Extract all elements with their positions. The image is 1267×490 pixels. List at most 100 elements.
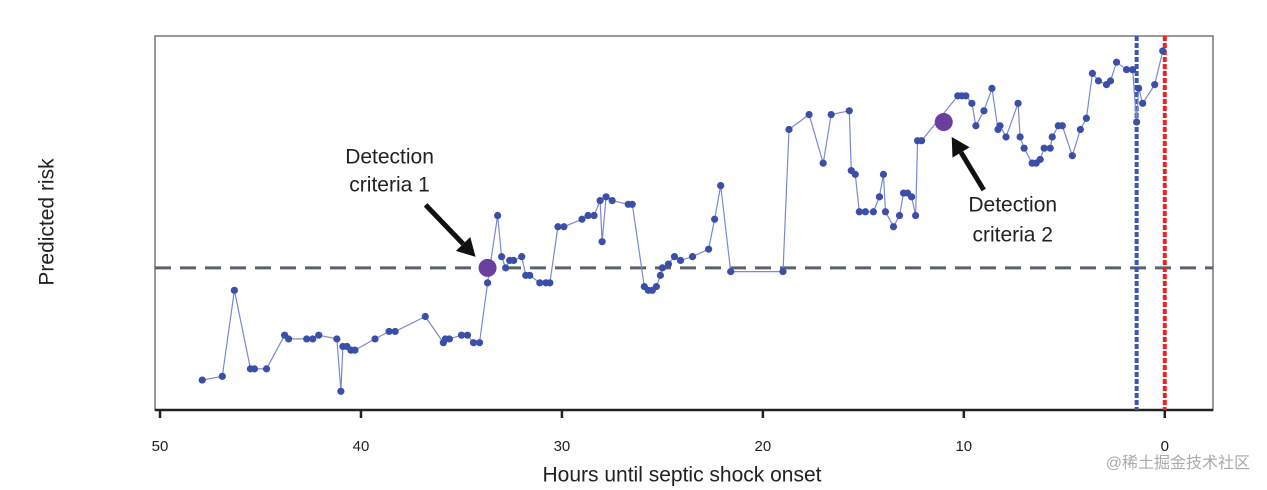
risk-point [1040,144,1048,152]
risk-point [1106,77,1115,85]
risk-point [628,200,636,208]
risk-point [546,279,554,287]
risk-point [371,335,379,343]
risk-point [475,339,484,347]
risk-point [705,245,713,253]
risk-point [1048,133,1056,141]
risk-point [536,279,544,287]
plot-frame [154,35,1214,411]
risk-point [1036,155,1044,164]
risk-point [875,193,884,201]
risk-point [972,122,980,130]
x-tick-label: 40 [353,438,370,455]
risk-point [676,256,685,264]
risk-point [1122,66,1131,74]
risk-point [337,387,345,395]
risk-point [1135,84,1143,92]
risk-point [483,279,492,287]
risk-point [855,208,863,216]
risk-point [445,335,453,343]
x-tick-label: 30 [554,438,571,455]
risk-point [596,196,604,205]
risk-point [1082,114,1091,122]
risk-point [526,271,534,279]
risk-point [1088,69,1097,77]
risk-point [218,372,226,380]
risk-point [554,223,562,231]
risk-point [262,365,271,373]
risk-point [869,208,877,216]
risk-point [602,193,610,201]
x-tick-label: 0 [1161,438,1169,455]
x-tick-label: 50 [152,438,169,455]
risk-point [510,256,518,264]
risk-point [1133,118,1141,126]
risk-point [779,268,787,276]
arrow-head [455,236,476,257]
arrow-shaft [423,203,465,246]
risk-point [584,211,592,220]
risk-point [688,253,697,261]
risk-point [502,264,510,272]
risk-point [250,365,259,373]
risk-point [578,215,586,223]
annotation-text: Detection [345,145,434,168]
risk-point [907,193,916,201]
risk-point [421,312,429,321]
risk-point [711,215,719,223]
watermark: @稀土掘金技术社区 [1106,454,1250,472]
risk-point [518,253,526,261]
risk-point [1014,99,1022,107]
risk-point [845,107,853,115]
risk-point [560,223,568,231]
risk-point [895,211,904,220]
risk-point [1159,47,1167,55]
risk-point [198,376,206,384]
arrow-shaft [958,151,986,192]
risk-point [590,211,598,220]
risk-point [457,331,466,339]
risk-point [230,286,238,294]
risk-point [785,125,793,134]
risk-point [1094,77,1103,85]
risk-point [664,260,673,268]
risk-point [385,327,393,336]
risk-point [968,99,976,107]
risk-point [608,196,616,205]
risk-point [598,238,606,246]
risk-point [1068,152,1076,160]
risk-point [315,331,323,339]
risk-point [494,211,502,220]
risk-point [652,282,660,291]
risk-point [962,92,970,100]
risk-point [1002,133,1010,141]
risk-point [819,159,827,167]
risk-point [1016,133,1024,141]
risk-point [670,253,679,261]
risk-point [1058,122,1066,130]
risk-point [391,327,399,336]
detection-marker [478,258,497,277]
risk-point [303,335,311,343]
risk-point [1076,125,1084,134]
risk-point [717,182,725,190]
risk-point [333,335,341,343]
risk-point [827,110,835,119]
risk-point [498,253,506,261]
arrow-head [951,137,970,158]
risk-point [1046,144,1054,152]
risk-point [309,335,317,343]
risk-point [851,170,859,178]
risk-point [996,122,1004,130]
risk-point [1151,81,1159,89]
x-tick-label: 10 [955,438,972,455]
x-tick-label: 20 [755,438,772,455]
risk-point [889,223,898,231]
risk-point [805,110,813,119]
risk-point [918,137,926,145]
annotation-text: Detection [968,194,1057,217]
risk-point [656,271,664,279]
risk-point [351,346,359,354]
annotation-text: criteria 1 [349,173,430,196]
